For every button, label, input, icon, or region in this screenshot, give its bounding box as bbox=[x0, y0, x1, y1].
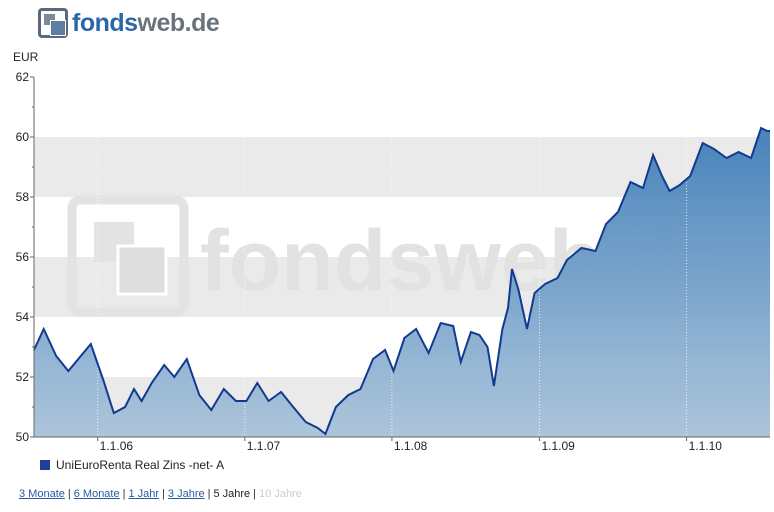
legend: UniEuroRenta Real Zins -net- A bbox=[40, 458, 224, 472]
range-separator: | bbox=[67, 488, 71, 500]
legend-label: UniEuroRenta Real Zins -net- A bbox=[56, 458, 225, 472]
y-tick-label: 52 bbox=[16, 370, 30, 384]
y-tick-label: 56 bbox=[16, 250, 30, 264]
y-tick-label: 60 bbox=[16, 130, 30, 144]
range-10-jahre: 10 Jahre bbox=[259, 488, 302, 500]
fondsweb-logo: fondsweb.de bbox=[38, 6, 220, 40]
series-area bbox=[34, 128, 770, 437]
range-3-jahre[interactable]: 3 Jahre bbox=[167, 488, 205, 500]
y-tick-label: 62 bbox=[16, 70, 30, 84]
y-unit-label: EUR bbox=[13, 50, 39, 64]
x-tick-label: 1.1.08 bbox=[394, 439, 428, 450]
range-3-monate[interactable]: 3 Monate bbox=[19, 488, 65, 500]
range-6-monate[interactable]: 6 Monate bbox=[73, 488, 120, 500]
grid-band bbox=[34, 77, 770, 137]
range-separator: | bbox=[253, 488, 257, 500]
range-separator: | bbox=[162, 488, 165, 500]
x-tick-label: 1.1.09 bbox=[541, 439, 575, 450]
x-tick-label: 1.1.10 bbox=[689, 439, 723, 450]
legend-swatch bbox=[40, 460, 50, 470]
x-tick-label: 1.1.07 bbox=[247, 439, 281, 450]
range-separator: | bbox=[207, 488, 211, 500]
logo-icon bbox=[38, 8, 68, 38]
time-range-selector: 3 Monate | 6 Monate | 1 Jahr | 3 Jahre | 5 Jahre… bbox=[19, 488, 302, 500]
x-tick-label: 1.1.06 bbox=[100, 439, 134, 450]
logo-text: fondsweb.de bbox=[72, 8, 220, 37]
series-line bbox=[33, 126, 770, 436]
range-5-jahre: 5 Jahre bbox=[213, 488, 251, 500]
range-1-jahr[interactable]: 1 Jahr bbox=[128, 488, 160, 500]
range-separator: | bbox=[122, 488, 126, 500]
y-tick-label: 58 bbox=[16, 190, 30, 204]
y-tick-label: 54 bbox=[16, 310, 30, 324]
y-tick-label: 50 bbox=[16, 430, 30, 444]
